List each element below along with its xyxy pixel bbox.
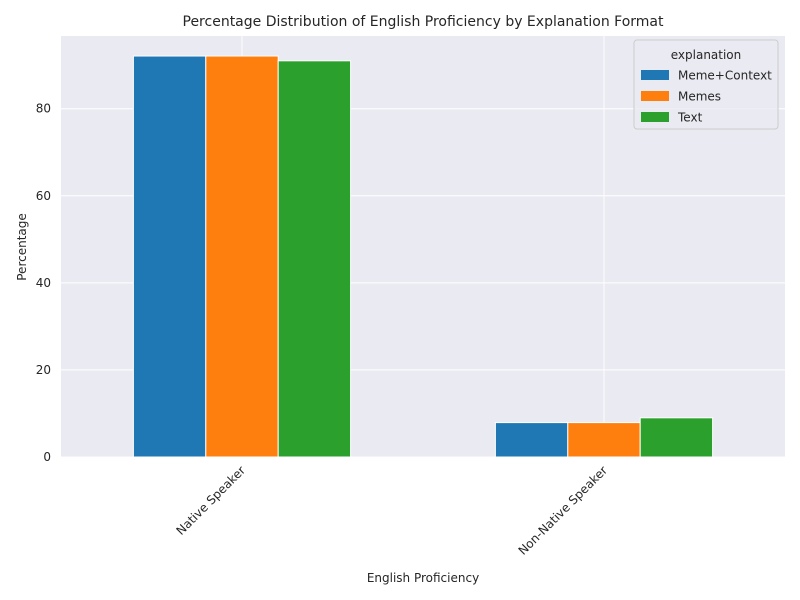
bar bbox=[277, 60, 352, 458]
y-tick-label: 40 bbox=[36, 276, 51, 290]
x-axis-ticks: Native Speaker Non-Native Speaker bbox=[174, 463, 611, 558]
legend-swatch bbox=[641, 91, 669, 101]
legend-swatch bbox=[641, 70, 669, 80]
y-tick-label: 80 bbox=[36, 102, 51, 116]
y-tick-label: 0 bbox=[43, 450, 51, 464]
legend-title: explanation bbox=[671, 48, 742, 62]
legend-label: Meme+Context bbox=[678, 69, 772, 83]
bar bbox=[205, 55, 279, 458]
x-tick-label: Native Speaker bbox=[174, 463, 249, 538]
y-tick-label: 60 bbox=[36, 189, 51, 203]
x-axis-label: English Proficiency bbox=[367, 571, 479, 585]
legend: explanation Meme+Context Memes Text bbox=[633, 39, 779, 130]
legend-label: Memes bbox=[678, 90, 721, 104]
chart-title: Percentage Distribution of English Profi… bbox=[183, 14, 664, 30]
legend-label: Text bbox=[677, 111, 703, 125]
y-axis-ticks: 0 20 40 60 80 bbox=[36, 102, 51, 464]
bar bbox=[567, 422, 641, 458]
bar bbox=[639, 417, 714, 458]
bar bbox=[132, 55, 207, 458]
x-tick-label: Non-Native Speaker bbox=[516, 463, 611, 558]
legend-swatch bbox=[641, 112, 669, 122]
y-tick-label: 20 bbox=[36, 363, 51, 377]
legend-box bbox=[633, 39, 779, 130]
bar bbox=[494, 422, 569, 458]
legend-entries: Meme+Context Memes Text bbox=[641, 69, 772, 125]
bars bbox=[132, 55, 714, 458]
y-axis-label: Percentage bbox=[15, 213, 29, 281]
